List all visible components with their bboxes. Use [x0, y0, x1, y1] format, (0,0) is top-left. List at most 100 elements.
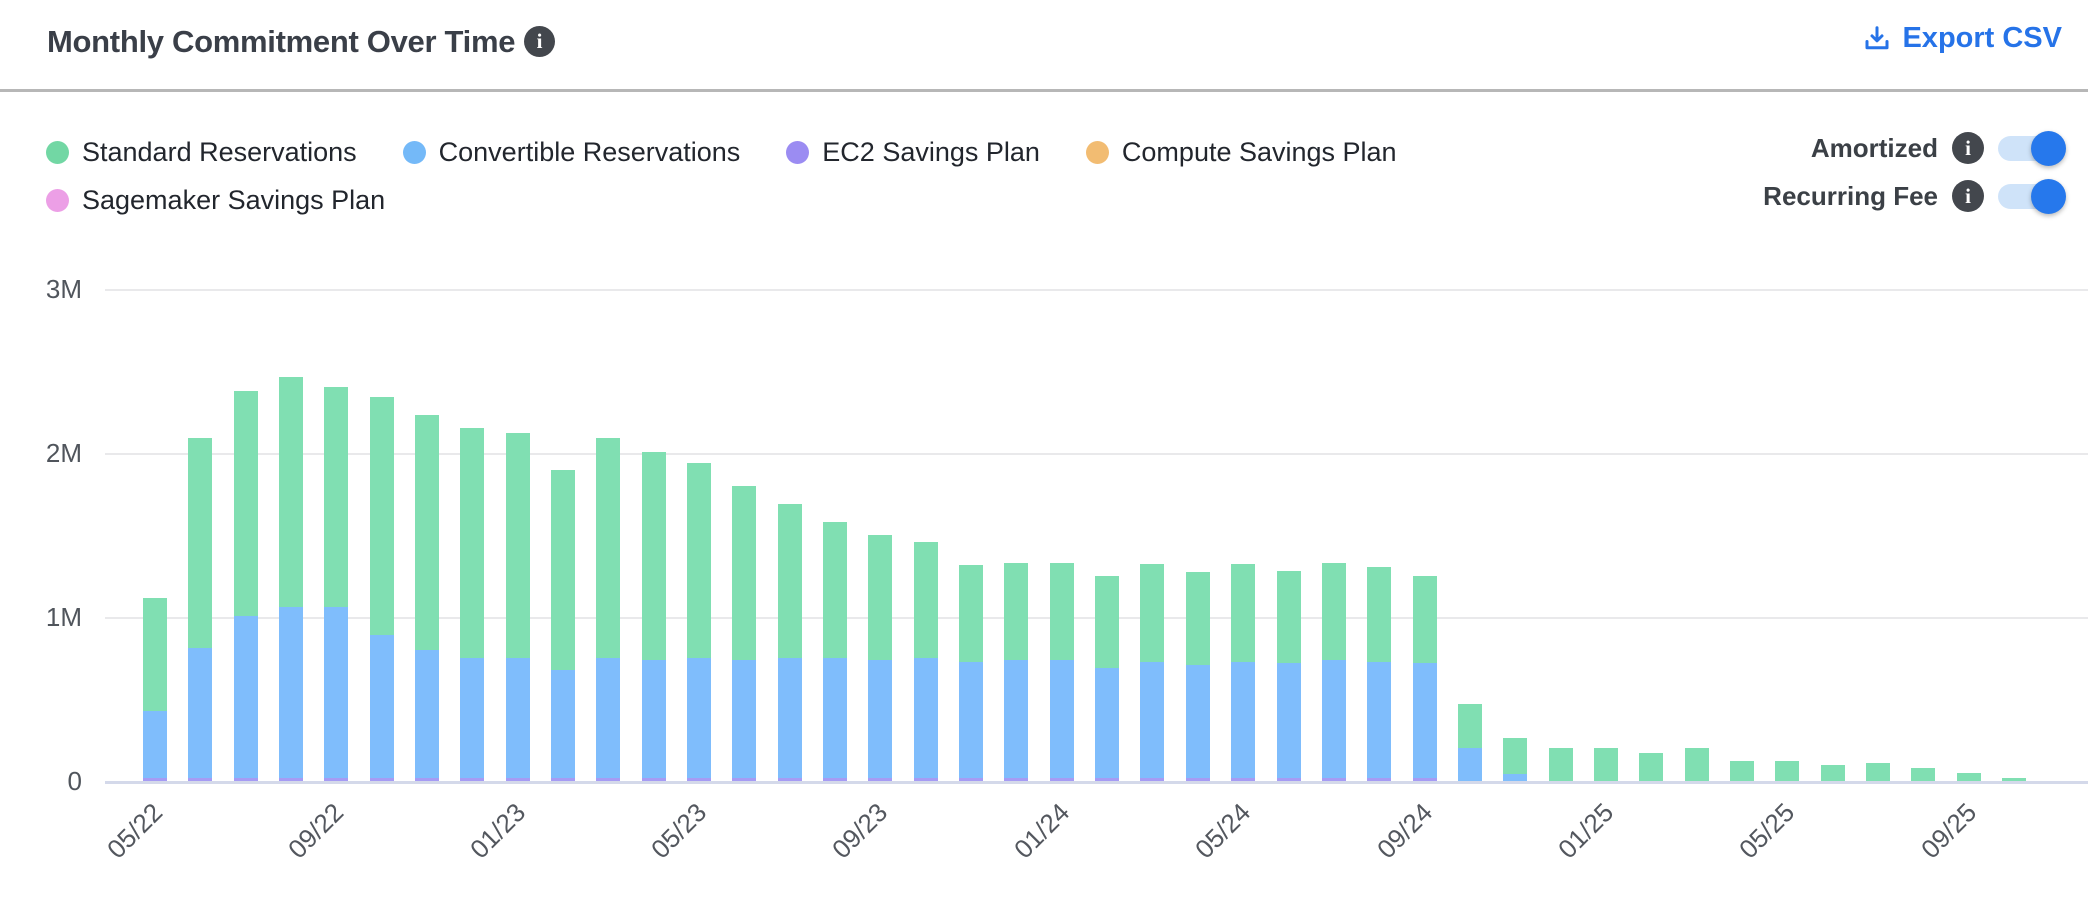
bar-06/25[interactable] — [1821, 765, 1845, 781]
bar-10/25[interactable] — [2002, 778, 2026, 781]
x-tick-label: 09/25 — [1914, 797, 1983, 865]
amortized-toggle[interactable] — [1998, 130, 2066, 166]
bar-segment — [1730, 761, 1754, 781]
bar-segment — [143, 711, 167, 778]
bar-09/24[interactable] — [1413, 576, 1437, 781]
bar-segment — [370, 635, 394, 778]
bar-02/25[interactable] — [1639, 753, 1663, 781]
legend-item-standard-reservations[interactable]: Standard Reservations — [46, 137, 357, 168]
bar-08/24[interactable] — [1367, 567, 1391, 781]
bar-segment — [188, 778, 212, 781]
legend-label: Compute Savings Plan — [1121, 136, 1397, 167]
bar-05/22[interactable] — [143, 598, 167, 781]
y-tick-label: 0 — [67, 766, 82, 796]
bar-segment — [959, 778, 983, 781]
bar-segment — [1095, 668, 1119, 778]
bar-09/23[interactable] — [868, 535, 892, 781]
bar-03/24[interactable] — [1140, 564, 1164, 781]
bar-segment — [279, 607, 303, 778]
bar-segment — [1458, 748, 1482, 781]
bar-segment — [551, 670, 575, 778]
recurring-fee-toggle[interactable] — [1998, 178, 2066, 214]
bar-segment — [1957, 773, 1981, 781]
bar-08/25[interactable] — [1911, 768, 1935, 781]
bar-10/23[interactable] — [914, 542, 938, 781]
bar-07/24[interactable] — [1322, 563, 1346, 781]
bar-segment — [1004, 563, 1028, 660]
bar-04/25[interactable] — [1730, 761, 1754, 781]
x-tick-label: 05/23 — [644, 797, 713, 865]
bar-11/23[interactable] — [959, 565, 983, 781]
gridline-3M — [105, 289, 2088, 291]
toggle-knob — [2031, 178, 2066, 214]
bar-segment — [778, 504, 802, 658]
bar-segment — [460, 428, 484, 658]
bar-06/24[interactable] — [1277, 571, 1301, 781]
bar-segment — [370, 397, 394, 635]
bar-09/25[interactable] — [1957, 773, 1981, 781]
bar-07/23[interactable] — [778, 504, 802, 781]
title-info-icon[interactable]: i — [524, 26, 555, 57]
convertible-reservations-dot-icon — [402, 140, 426, 164]
bar-10/24[interactable] — [1458, 704, 1482, 781]
standard-reservations-dot-icon — [46, 140, 69, 164]
bar-segment — [868, 660, 892, 778]
bar-12/23[interactable] — [1004, 563, 1028, 781]
bar-07/22[interactable] — [234, 391, 258, 781]
bar-12/22[interactable] — [460, 428, 484, 781]
bar-segment — [1413, 778, 1437, 781]
bar-segment — [324, 607, 348, 778]
compute-savings-plan-dot-icon — [1085, 140, 1109, 164]
bar-segment — [868, 535, 892, 660]
export-csv-button[interactable]: Export CSV — [1862, 22, 2062, 55]
bar-04/23[interactable] — [642, 452, 666, 781]
legend-item-compute-savings-plan[interactable]: Compute Savings Plan — [1085, 136, 1397, 168]
bar-segment — [1911, 768, 1935, 781]
bar-01/24[interactable] — [1050, 563, 1074, 781]
legend-item-convertible-reservations[interactable]: Convertible Reservations — [402, 137, 740, 168]
bar-segment — [823, 658, 847, 778]
bar-07/25[interactable] — [1866, 763, 1890, 781]
bar-segment — [914, 658, 938, 778]
x-tick-label: 01/24 — [1007, 797, 1076, 865]
x-axis-baseline — [105, 781, 2088, 784]
bar-10/22[interactable] — [370, 397, 394, 781]
x-tick-label: 05/22 — [100, 797, 169, 865]
bar-06/22[interactable] — [188, 438, 212, 781]
bar-segment — [460, 658, 484, 778]
bar-08/23[interactable] — [823, 522, 847, 781]
legend-label: EC2 Savings Plan — [822, 136, 1040, 167]
bar-03/25[interactable] — [1685, 748, 1709, 781]
legend-item-sagemaker-savings-plan[interactable]: Sagemaker Savings Plan — [46, 185, 385, 216]
bar-09/22[interactable] — [324, 387, 348, 781]
bar-segment — [1322, 778, 1346, 781]
amortized-info-icon[interactable]: i — [1952, 132, 1984, 164]
bar-segment — [1050, 563, 1074, 660]
bar-06/23[interactable] — [732, 486, 756, 781]
bar-05/24[interactable] — [1231, 564, 1255, 781]
bar-segment — [596, 438, 620, 658]
legend-item-ec2-savings-plan[interactable]: EC2 Savings Plan — [786, 137, 1040, 168]
bar-08/22[interactable] — [279, 377, 303, 781]
bar-12/24[interactable] — [1549, 748, 1573, 781]
bar-02/24[interactable] — [1095, 576, 1119, 781]
recurring-fee-info-icon[interactable]: i — [1952, 180, 1984, 212]
bar-01/23[interactable] — [506, 433, 530, 781]
bar-04/24[interactable] — [1186, 572, 1210, 781]
bar-segment — [1231, 564, 1255, 662]
bar-segment — [642, 660, 666, 778]
bar-03/23[interactable] — [596, 438, 620, 781]
bar-segment — [188, 438, 212, 648]
bar-01/25[interactable] — [1594, 748, 1618, 781]
bar-segment — [959, 565, 983, 662]
header-divider — [0, 89, 2088, 92]
bar-segment — [687, 463, 711, 658]
bar-02/23[interactable] — [551, 470, 575, 781]
bar-segment — [551, 470, 575, 670]
bar-05/25[interactable] — [1775, 761, 1799, 781]
bar-segment — [1140, 778, 1164, 781]
bar-11/24[interactable] — [1503, 738, 1527, 781]
bar-11/22[interactable] — [415, 415, 439, 781]
bar-segment — [415, 650, 439, 778]
bar-05/23[interactable] — [687, 463, 711, 781]
